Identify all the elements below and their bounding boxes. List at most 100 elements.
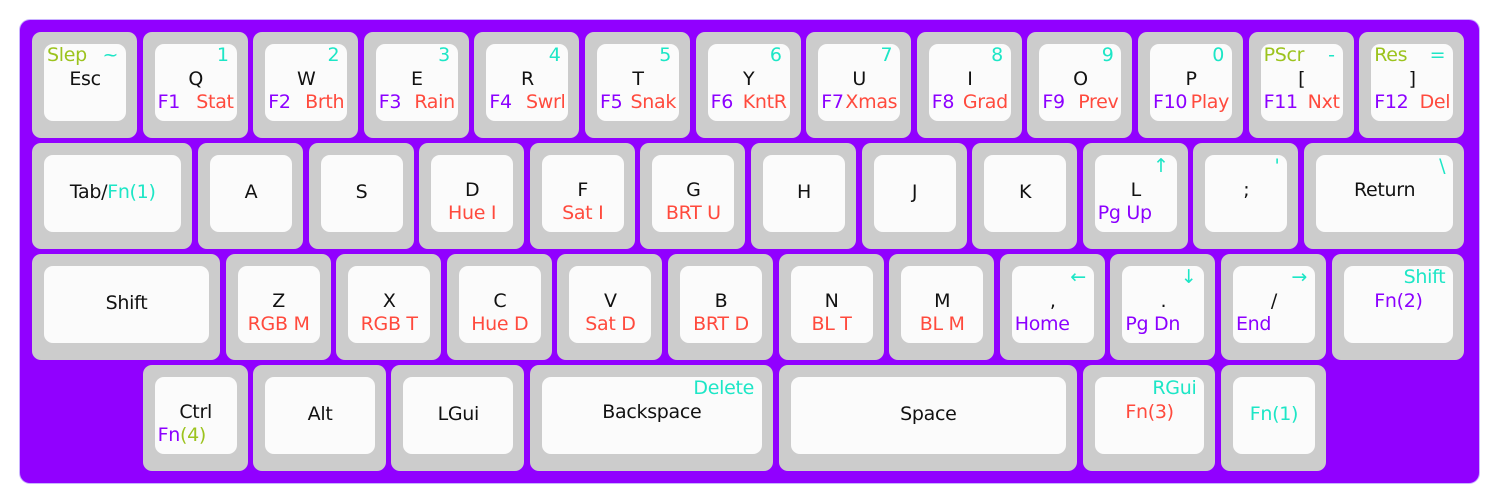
key-p[interactable]: 0 P F10 Play	[1138, 32, 1244, 138]
key-backspace[interactable]: Delete Backspace	[529, 365, 774, 471]
legend-bottom: BRT D	[680, 313, 762, 335]
legend-main: A	[210, 181, 292, 203]
legend-main: L	[1095, 179, 1177, 201]
legend-text: 9	[1101, 44, 1114, 66]
legend-text: Alt	[307, 403, 333, 425]
legend-text: ↓	[1180, 266, 1197, 288]
key-t[interactable]: 5 T F5 Snak	[585, 32, 691, 138]
key-space[interactable]: Space	[778, 365, 1078, 471]
legend-text: .	[1160, 290, 1167, 312]
legend-text: Home	[1014, 313, 1070, 335]
legend-text: H	[796, 181, 811, 203]
key-rbracket[interactable]: Res =] F12 Del	[1359, 32, 1465, 138]
legend-main: [	[1261, 68, 1343, 90]
key-a[interactable]: A	[197, 143, 303, 249]
key-s[interactable]: S	[308, 143, 414, 249]
key-lgui[interactable]: LGui	[391, 365, 525, 471]
key-i[interactable]: 8 I F8 Grad	[916, 32, 1022, 138]
legend-text: F1	[157, 91, 181, 113]
legend-bottom-left: F10	[1153, 91, 1188, 113]
legend-top-right: =	[1430, 44, 1446, 66]
key-d[interactable]: D Hue I	[419, 143, 525, 249]
key-period[interactable]: ↓. Pg Dn	[1110, 254, 1216, 360]
key-r[interactable]: 4 R F4 Swrl	[474, 32, 580, 138]
key-g[interactable]: G BRT U	[640, 143, 746, 249]
key-alt[interactable]: Alt	[253, 365, 386, 471]
legend-text: Hue D	[471, 313, 529, 335]
legend-text: C	[493, 290, 507, 312]
legend-main: H	[763, 181, 845, 203]
key-rgui[interactable]: RGui Fn(3)	[1082, 365, 1216, 471]
legend-main: /	[1233, 290, 1315, 312]
legend-main: Shift	[44, 292, 209, 314]
legend-text: Ctrl	[179, 401, 212, 423]
key-lbracket[interactable]: PScr -[F11 Nxt	[1248, 32, 1354, 138]
legend-text: N	[824, 290, 839, 312]
key-f[interactable]: F Sat I	[529, 143, 635, 249]
legend-text: Tab/	[69, 181, 108, 203]
key-y[interactable]: 6 Y F6 KntR	[695, 32, 801, 138]
key-h[interactable]: H	[750, 143, 856, 249]
legend-text: Sat D	[585, 313, 636, 335]
legend-main: U	[818, 68, 900, 90]
key-semicolon[interactable]: ';	[1193, 143, 1299, 249]
key-z[interactable]: Z RGB M	[225, 254, 331, 360]
legend-text: Shift	[1403, 266, 1446, 288]
key-v[interactable]: V Sat D	[557, 254, 663, 360]
legend-main: O	[1039, 68, 1121, 90]
keycap: 0 P F10 Play	[1150, 44, 1233, 121]
key-u[interactable]: 7 U F7 Xmas	[806, 32, 912, 138]
key-x[interactable]: X RGB T	[336, 254, 442, 360]
legend-main: P	[1150, 68, 1232, 90]
legend-text: Return	[1353, 179, 1416, 201]
key-lshift[interactable]: Shift	[32, 254, 221, 360]
legend-text: RGui	[1152, 377, 1197, 399]
legend-top-right: 8	[991, 44, 1003, 66]
key-comma[interactable]: ←, Home	[999, 254, 1105, 360]
key-slash[interactable]: → / End	[1220, 254, 1327, 360]
legend-main: Tab/Fn(1)	[44, 181, 181, 203]
key-l[interactable]: ↑ L Pg Up	[1082, 143, 1188, 249]
legend-top-right: ↓	[1181, 266, 1197, 288]
legend-top-right: Shift	[1404, 266, 1446, 288]
key-return[interactable]: \ Return	[1303, 143, 1465, 249]
legend-main: Fn(2)	[1344, 290, 1454, 312]
legend-text: Fn(2)	[1374, 290, 1423, 312]
legend-bottom: Hue D	[459, 313, 541, 335]
legend-bottom: BL M	[901, 313, 983, 335]
key-b[interactable]: B BRT D	[667, 254, 774, 360]
key-k[interactable]: K	[972, 143, 1078, 249]
keycap: N BL T	[790, 266, 873, 343]
key-n[interactable]: N BL T	[778, 254, 884, 360]
legend-text: Space	[900, 403, 957, 425]
key-m[interactable]: M BL M	[889, 254, 995, 360]
legend-top-right: '	[1274, 155, 1279, 177]
legend-bottom-left: F7	[821, 91, 844, 113]
legend-top-right: 1	[217, 44, 229, 66]
key-tab[interactable]: Tab/Fn(1)	[32, 143, 193, 249]
legend-bottom-right: Brth	[305, 91, 344, 113]
key-w[interactable]: 2 W F2 Brth	[253, 32, 359, 138]
legend-text: F8	[931, 91, 955, 113]
key-fn1[interactable]: Fn(1)	[1220, 365, 1327, 471]
legend-text: F5	[600, 91, 623, 113]
key-o[interactable]: 9 O F9 Prev	[1027, 32, 1133, 138]
key-q[interactable]: 1 Q F1 Stat	[142, 32, 248, 138]
key-j[interactable]: J	[861, 143, 967, 249]
legend-top-left: PScr	[1264, 44, 1305, 66]
legend-text: BRT D	[693, 313, 749, 335]
legend-text: O	[1073, 68, 1088, 90]
legend-main: F	[542, 179, 624, 201]
legend-text: F2	[268, 91, 291, 113]
keycap: 1 Q F1 Stat	[154, 44, 237, 121]
key-e[interactable]: 3 E F3 Rain	[363, 32, 469, 138]
legend-main: T	[597, 68, 679, 90]
legend-main: ]	[1371, 68, 1453, 90]
keycap: Slep ~ Esc	[44, 44, 127, 121]
keycap: Tab/Fn(1)	[44, 155, 182, 232]
key-c[interactable]: C Hue D	[446, 254, 552, 360]
legend-text: Xmas	[845, 91, 898, 113]
key-esc[interactable]: Slep ~ Esc	[32, 32, 138, 138]
key-ctrl[interactable]: Ctrl Fn(4)	[142, 365, 248, 471]
key-rshift[interactable]: Shift Fn(2)	[1331, 254, 1465, 360]
